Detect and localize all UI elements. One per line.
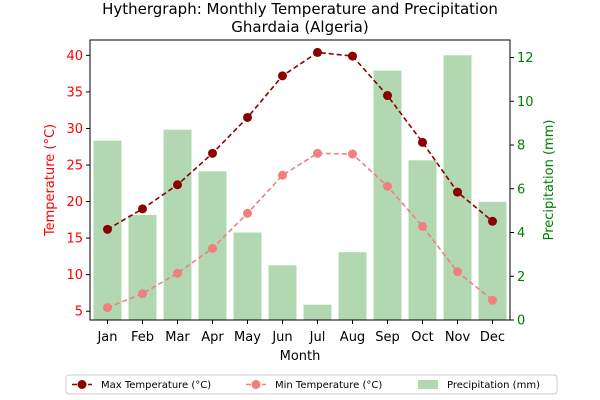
max-temp-point-aug — [348, 51, 357, 61]
y-right-tick-label: 8 — [517, 139, 525, 154]
y-axis-left-label: Temperature (°C) — [43, 124, 58, 237]
precip-bar-oct — [408, 160, 437, 320]
x-tick-label: Nov — [445, 330, 471, 345]
min-temp-point-nov — [453, 267, 462, 277]
min-temp-point-jul — [313, 148, 322, 158]
y-left-tick-label: 40 — [66, 49, 83, 64]
legend-precip-swatch — [418, 380, 438, 389]
min-temp-point-dec — [488, 295, 497, 305]
max-temp-point-dec — [488, 216, 497, 226]
x-axis-label: Month — [280, 349, 321, 364]
x-tick-label: May — [234, 330, 261, 345]
legend-min-label: Min Temperature (°C) — [275, 380, 382, 391]
y-left-tick-label: 25 — [66, 159, 83, 174]
legend-max-marker — [77, 380, 87, 389]
x-tick-label: Mar — [165, 330, 190, 345]
y-right-tick-label: 12 — [517, 51, 534, 66]
precip-bar-jun — [268, 265, 297, 320]
y-left-tick-label: 5 — [75, 305, 83, 320]
x-tick-label: Apr — [201, 330, 224, 345]
x-tick-label: Jan — [96, 330, 117, 345]
y-right-tick-label: 6 — [517, 182, 525, 197]
y-left-tick-label: 15 — [66, 232, 83, 247]
max-temp-point-jun — [278, 71, 287, 81]
y-right-tick-label: 2 — [517, 270, 525, 285]
y-axis-right-label: Precipitation (mm) — [542, 120, 557, 241]
precip-bar-feb — [128, 215, 157, 320]
max-temp-point-sep — [383, 91, 392, 101]
x-tick-label: Aug — [340, 330, 365, 345]
max-temp-point-oct — [418, 137, 427, 147]
y-left-tick-label: 20 — [66, 195, 83, 210]
legend-max-label: Max Temperature (°C) — [101, 380, 211, 391]
chart-title-line1: Hythergraph: Monthly Temperature and Pre… — [102, 0, 498, 18]
min-temp-point-aug — [348, 149, 357, 159]
max-temp-point-jul — [313, 47, 322, 57]
precip-bar-may — [233, 232, 262, 320]
y-left-tick-label: 35 — [66, 85, 83, 100]
min-temp-point-may — [243, 208, 252, 218]
y-left-tick-label: 10 — [66, 268, 83, 283]
min-temp-point-sep — [383, 181, 392, 191]
legend-min-marker — [251, 380, 261, 389]
legend: Max Temperature (°C) Min Temperature (°C)… — [65, 374, 558, 395]
min-temp-point-jan — [103, 303, 112, 313]
min-temp-line — [107, 152, 494, 309]
x-tick-label: Sep — [375, 330, 400, 345]
legend-box — [65, 374, 558, 395]
min-temp-point-jun — [278, 170, 287, 180]
plot-frame — [89, 39, 511, 321]
max-temp-point-may — [243, 112, 252, 122]
precip-bar-jul — [303, 304, 332, 320]
x-tick-label: Dec — [480, 330, 505, 345]
precip-bar-sep — [373, 70, 402, 320]
max-temp-point-jan — [103, 224, 112, 234]
max-temp-line — [107, 51, 494, 231]
y-right-tick-label: 10 — [517, 95, 534, 110]
min-temp-point-feb — [138, 289, 147, 299]
max-temp-point-nov — [453, 187, 462, 197]
min-temp-point-oct — [418, 221, 427, 231]
x-tick-label: Jul — [309, 330, 326, 345]
chart-title-line2: Ghardaia (Algeria) — [231, 18, 368, 36]
x-tick-label: Jun — [271, 330, 292, 345]
precip-bar-aug — [338, 252, 367, 320]
y-right-tick-label: 4 — [517, 226, 525, 241]
x-tick-label: Oct — [411, 330, 433, 345]
min-temp-point-apr — [208, 243, 217, 253]
y-left-tick-label: 30 — [66, 122, 83, 137]
max-temp-point-feb — [138, 204, 147, 214]
y-right-tick-label: 0 — [517, 314, 525, 329]
legend-precip-label: Precipitation (mm) — [447, 380, 540, 391]
min-temp-point-mar — [173, 268, 182, 278]
precip-bar-mar — [163, 129, 192, 320]
max-temp-point-apr — [208, 148, 217, 158]
max-temp-point-mar — [173, 180, 182, 190]
x-tick-label: Feb — [131, 330, 154, 345]
